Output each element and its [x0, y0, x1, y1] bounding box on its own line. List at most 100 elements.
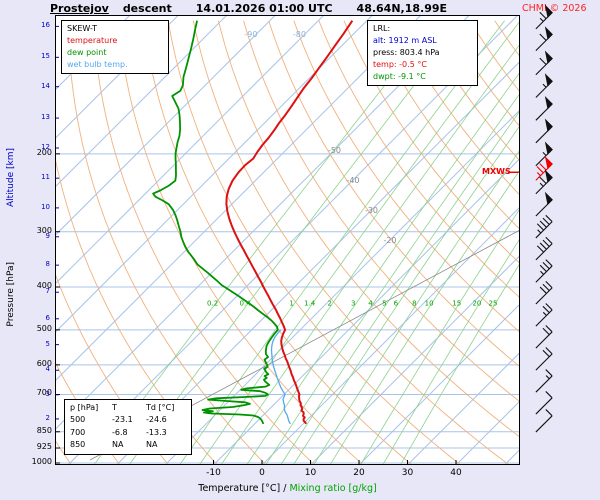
table-cell: 850 [70, 440, 86, 450]
mixing-ratio-value-label: 8 [412, 300, 416, 308]
mixing-ratio-value-label: 4 [368, 300, 373, 308]
isotherm-line [213, 157, 520, 465]
pressure-tick-label: 400 [36, 280, 52, 290]
isotherm-value-label: -20 [383, 236, 396, 245]
isotherm-value-label: -90 [244, 30, 257, 39]
mixing-ratio-value-label: 0.2 [207, 300, 218, 308]
temperature-curve [225, 20, 354, 425]
sounding-datetime: 14.01.2026 01:00 UTC [195, 2, 333, 15]
legend-item: temperature [67, 36, 118, 45]
isotherm-line [55, 15, 325, 285]
isotherm-line [55, 15, 470, 431]
mixing-ratio-value-label: 3 [351, 300, 355, 308]
altitude-tick-label: 7 [45, 287, 50, 296]
info-box-title: LRL: [373, 24, 391, 33]
altitude-tick-label: 2 [45, 413, 50, 422]
dry-adiabat-line [419, 20, 520, 162]
pressure-tick-label: 1000 [31, 457, 52, 466]
table-cell: -6.8 [112, 427, 128, 437]
mixing-ratio-line [128, 20, 465, 465]
legend-items: temperature dew point wet bulb temp. [67, 35, 163, 71]
altitude-tick-label: 4 [45, 365, 50, 374]
altitude-axis-label: Altitude [km] [6, 148, 16, 208]
dry-adiabat-line [55, 272, 169, 465]
wind-barb [535, 191, 553, 217]
altitude-tick-label: 12 [41, 142, 50, 151]
table-header-cell: T [112, 403, 117, 412]
temperature-tick-label: 10 [304, 468, 317, 478]
mixing-ratio-line [293, 124, 520, 465]
dry-adiabat-line [318, 20, 520, 299]
mixing-ratio-value-label: 20 [472, 300, 481, 308]
table-cell: -13.3 [146, 427, 167, 437]
mixing-ratio-line [382, 237, 520, 465]
sounding-type: descent [122, 2, 172, 15]
mixing-ratio-value-label: 5 [382, 300, 386, 308]
isotherm-line [55, 15, 228, 188]
wind-barb [535, 214, 553, 239]
wind-barb [535, 281, 553, 305]
axis-label-separator: / [283, 483, 287, 494]
altitude-tick-label: 16 [41, 21, 50, 30]
isotherm-line [310, 254, 520, 465]
temperature-tick-label: 40 [450, 468, 462, 478]
mxws-label: MXWS [482, 167, 511, 177]
mixing-ratio-value-label: 6 [394, 300, 399, 308]
dry-adiabat-line [293, 20, 520, 333]
temperature-tick-label: -10 [206, 468, 221, 478]
altitude-tick-label: 10 [41, 202, 50, 211]
dry-adiabat-line [217, 20, 520, 438]
info-row: alt: 1912 m ASL [373, 36, 437, 45]
mixing-ratio-axis-label: Mixing ratio [g/kg] [289, 483, 377, 494]
dry-adiabat-line [343, 20, 520, 265]
isotherm-line [116, 60, 520, 465]
dry-adiabat-line [243, 20, 520, 403]
wind-barb [535, 50, 553, 76]
skewt-plot: 0.2 0.4 1 1.4 2 3 4 5 6 8 10 15 20 25 -90 -80 -50 -40 -30 -… [55, 15, 520, 465]
temperature-axis-label: Temperature [°C] [198, 483, 281, 494]
dry-adiabat-line [192, 20, 510, 465]
mixing-ratio-line [220, 43, 520, 465]
pressure-tick-label: 200 [36, 147, 52, 157]
mixing-ratio-value-label: 1 [289, 300, 293, 308]
dewpoint-curve [152, 20, 279, 425]
mixing-ratio-line [246, 71, 520, 465]
wind-barb-column [535, 4, 553, 433]
altitude-tick-label: 3 [45, 389, 50, 398]
isotherm-line [261, 206, 520, 465]
wind-barb [535, 26, 553, 51]
grid-lines [55, 15, 520, 465]
pressure-tick-label: 300 [36, 225, 52, 235]
isotherm-line [407, 351, 520, 465]
isotherm-value-label: -40 [346, 176, 359, 185]
wind-barb [535, 325, 553, 349]
wind-barb [535, 169, 553, 195]
wind-barb [535, 303, 553, 327]
mixing-ratio-value-label: 2 [327, 300, 331, 308]
table-cell: NA [112, 440, 124, 450]
legend-title: SKEW-T [67, 24, 98, 33]
isotherm-line [67, 15, 519, 465]
altitude-tick-label: 5 [45, 339, 50, 348]
wind-barb [535, 155, 553, 181]
table-grid: p [hPa] T Td [°C] 500 -23.1 -24.6 700 -6.8 -13.3… [70, 402, 186, 452]
table-cell: 700 [70, 427, 86, 437]
pressure-tick-label: 500 [36, 323, 52, 333]
table-header-cell: p [hPa] [70, 403, 99, 412]
dry-adiabat-line [268, 20, 520, 368]
info-row: temp: -0.5 °C [373, 60, 427, 69]
copyright-label: CHMI © 2026 [522, 3, 587, 14]
table-cell: -23.1 [112, 415, 133, 425]
mixing-ratio-line [93, 20, 437, 465]
mixing-ratio-line [313, 149, 520, 465]
altitude-tick-label: 14 [41, 81, 50, 90]
wind-barb [535, 236, 553, 261]
wind-barb [535, 259, 553, 283]
dry-adiabat-line [142, 20, 413, 465]
isotherm-value-label: -30 [365, 206, 378, 215]
mixing-ratio-value-label: 10 [425, 300, 434, 308]
wind-barb [535, 409, 553, 433]
table-cell: -24.6 [146, 415, 167, 425]
mxws-pointer-line [508, 172, 518, 174]
